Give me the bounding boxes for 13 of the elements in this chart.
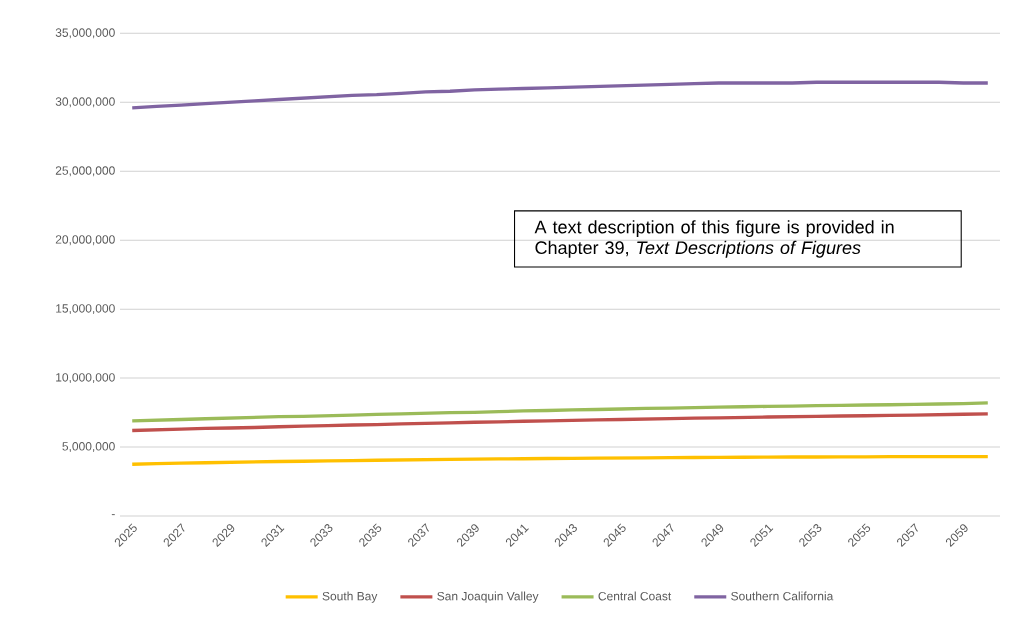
legend-label: South Bay <box>322 591 378 603</box>
legend-label: Central Coast <box>598 591 672 601</box>
y-tick-label: 30,000,000 <box>55 97 115 108</box>
y-tick-label: 5,000,000 <box>62 442 115 452</box>
legend-label: San Joaquin Valley <box>437 591 539 603</box>
annotation: A text description of this figure is provided in Chapter 39, Text Descriptions of Figures <box>534 220 894 258</box>
y-tick-label: - <box>111 514 115 516</box>
y-tick-label: 10,000,000 <box>56 373 115 384</box>
legend-label: Southern California <box>731 591 834 601</box>
y-tick-label: 20,000,000 <box>55 235 115 246</box>
y-tick-label: 25,000,000 <box>55 166 115 177</box>
y-tick-label: 15,000,000 <box>56 304 115 315</box>
y-tick-label: 35,000,000 <box>55 28 115 39</box>
